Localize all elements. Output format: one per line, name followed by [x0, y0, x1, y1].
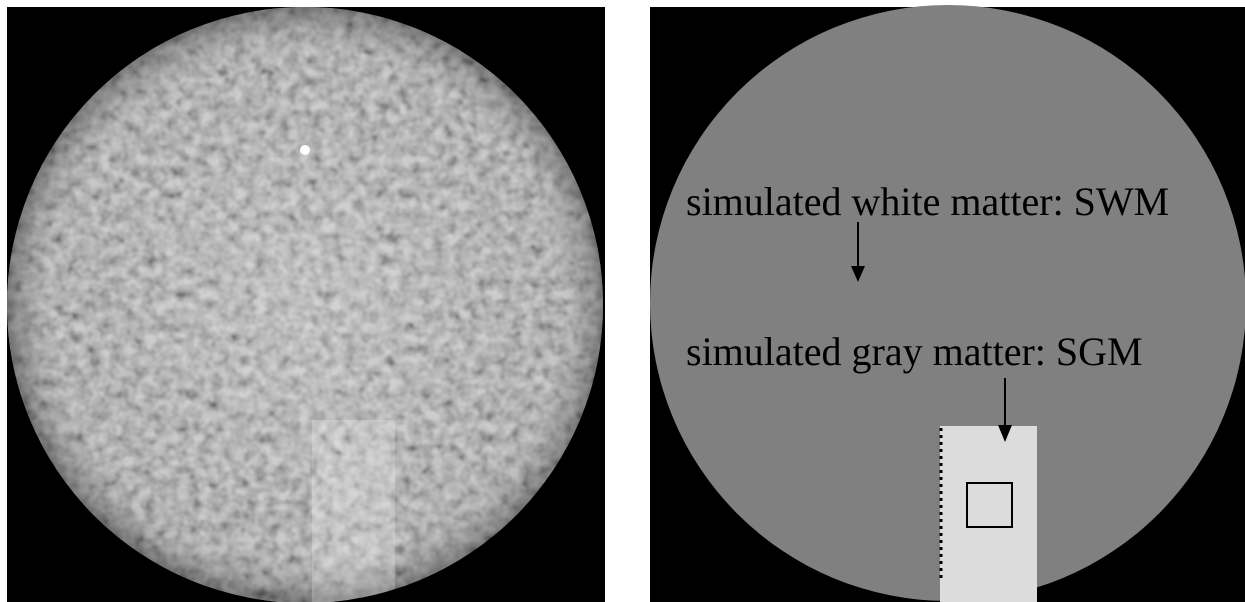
ct-image: [7, 7, 605, 602]
ct-insert: [312, 420, 395, 602]
ct-shading: [7, 7, 605, 602]
white-matter-label: simulated white matter: SWM: [686, 179, 1169, 224]
schematic: simulated white matter: SWM simulated gr…: [650, 5, 1245, 602]
ct-dot: [300, 145, 310, 155]
figure: simulated white matter: SWM simulated gr…: [0, 0, 1245, 602]
gray-matter-label: simulated gray matter: SGM: [686, 329, 1143, 374]
gray-matter-region: [940, 426, 1037, 602]
